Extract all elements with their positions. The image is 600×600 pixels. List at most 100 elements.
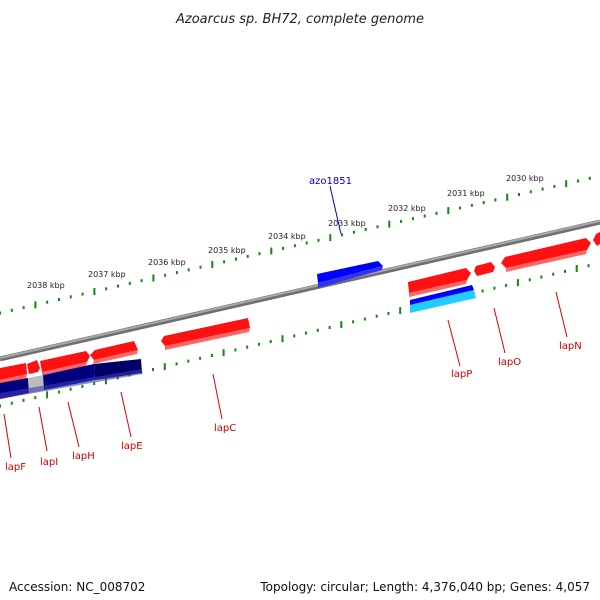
ruler-minor-tick (187, 359, 190, 363)
ruler-minor-tick (210, 354, 213, 357)
tick-label: 2035 kbp (208, 246, 246, 255)
ruler-minor-tick (588, 176, 591, 180)
ruler-minor-tick (93, 382, 96, 386)
ruler-major-tick (211, 261, 214, 268)
ruler-minor-tick (22, 398, 25, 402)
gene-label-lapF[interactable]: lapF (5, 462, 26, 473)
tick-label: 2033 kbp (328, 219, 366, 228)
scale-ruler-outer (0, 176, 591, 315)
ruler-major-tick (34, 301, 37, 309)
ruler-minor-tick (529, 190, 532, 194)
gene-lapI[interactable] (27, 360, 40, 374)
ruler-minor-tick (541, 187, 544, 191)
gene-lapH[interactable] (40, 351, 90, 375)
ruler-minor-tick (140, 279, 143, 283)
genome-backbone (0, 219, 600, 362)
ruler-minor-tick (363, 317, 366, 321)
tick-label: 2030 kbp (506, 174, 544, 183)
ruler-minor-tick (376, 225, 379, 229)
ruler-major-tick (152, 274, 155, 282)
ruler-minor-tick (10, 401, 13, 405)
ruler-minor-tick (494, 198, 497, 202)
ruler-minor-tick (305, 331, 307, 335)
ruler-minor-tick (164, 273, 167, 277)
ruler-minor-tick (293, 334, 296, 338)
ruler-minor-tick (293, 244, 296, 248)
ruler-minor-tick (57, 390, 60, 394)
ruler-minor-tick (117, 284, 119, 288)
gene-label-lapI[interactable]: lapI (40, 457, 58, 468)
ruler-minor-tick (364, 228, 367, 231)
ruler-minor-tick (10, 308, 13, 312)
ruler-minor-tick (540, 275, 543, 279)
gene-lapE[interactable] (90, 341, 138, 364)
genome-summary-label: Topology: circular; Length: 4,376,040 bp… (260, 580, 590, 594)
ruler-minor-tick (258, 252, 261, 256)
ruler-major-tick (104, 377, 107, 385)
ruler-major-tick (575, 265, 578, 272)
ruler-minor-tick (187, 268, 190, 272)
gene-label-lapH[interactable]: lapH (72, 451, 95, 462)
gene-lapN[interactable] (501, 232, 600, 272)
tick-label: 2036 kbp (148, 258, 186, 267)
ruler-minor-tick (199, 265, 202, 269)
ruler-minor-tick (46, 300, 49, 304)
ruler-minor-tick (316, 328, 319, 332)
ruler-minor-tick (505, 283, 508, 287)
ruler-minor-tick (400, 219, 403, 223)
ruler-minor-tick (577, 179, 579, 183)
ruler-minor-tick (387, 311, 390, 315)
tick-label: 2032 kbp (388, 204, 426, 213)
ruler-minor-tick (234, 257, 237, 261)
ruler-minor-tick (470, 203, 473, 207)
ruler-minor-tick (459, 206, 462, 210)
ruler-major-tick (46, 391, 49, 399)
gene-features (0, 232, 600, 399)
ruler-minor-tick (423, 214, 426, 218)
gene-label-lapE[interactable]: lapE (121, 441, 143, 452)
ruler-minor-tick (435, 211, 438, 215)
ruler-minor-tick (246, 345, 249, 349)
ruler-minor-tick (341, 233, 344, 237)
ruler-minor-tick (481, 289, 484, 293)
accession-label: Accession: NC_008702 (9, 580, 146, 594)
ruler-major-tick (329, 234, 332, 242)
ruler-minor-tick (0, 404, 1, 408)
ruler-minor-tick (257, 342, 260, 346)
ruler-minor-tick (553, 184, 556, 188)
gene-label-lapO[interactable]: lapO (498, 357, 521, 368)
ruler-major-tick (399, 307, 402, 315)
ruler-minor-tick (0, 311, 1, 315)
ruler-minor-tick (105, 287, 108, 291)
tick-label: 2031 kbp (447, 189, 485, 198)
gene-lapC[interactable] (161, 318, 250, 350)
gene-label-lapC[interactable]: lapC (214, 423, 236, 434)
ruler-minor-tick (282, 246, 285, 250)
gene-label-lapN[interactable]: lapN (559, 341, 582, 352)
ruler-minor-tick (34, 396, 37, 400)
ruler-major-tick (281, 335, 284, 343)
ruler-major-tick (93, 288, 96, 295)
ruler-minor-tick (328, 326, 331, 329)
ruler-minor-tick (69, 295, 72, 299)
gene-lapP[interactable] (408, 268, 476, 313)
ruler-minor-tick (305, 241, 308, 245)
ruler-minor-tick (175, 271, 178, 275)
gene-lapO[interactable] (474, 262, 495, 276)
ruler-major-tick (506, 193, 509, 201)
gene-label-azo1851[interactable]: azo1851 (309, 176, 352, 187)
ruler-minor-tick (22, 306, 25, 310)
ruler-major-tick (388, 220, 391, 228)
ruler-minor-tick (128, 281, 131, 285)
ruler-minor-tick (81, 292, 84, 296)
ruler-major-tick (222, 349, 225, 357)
gene-azo1851[interactable] (317, 261, 383, 288)
map-title: Azoarcus sp. BH72, complete genome (175, 12, 424, 27)
gene-label-lapP[interactable]: lapP (451, 369, 472, 380)
tick-label: 2037 kbp (88, 270, 126, 279)
ruler-minor-tick (58, 298, 60, 301)
tick-label: 2034 kbp (268, 232, 306, 241)
ruler-minor-tick (552, 272, 555, 276)
